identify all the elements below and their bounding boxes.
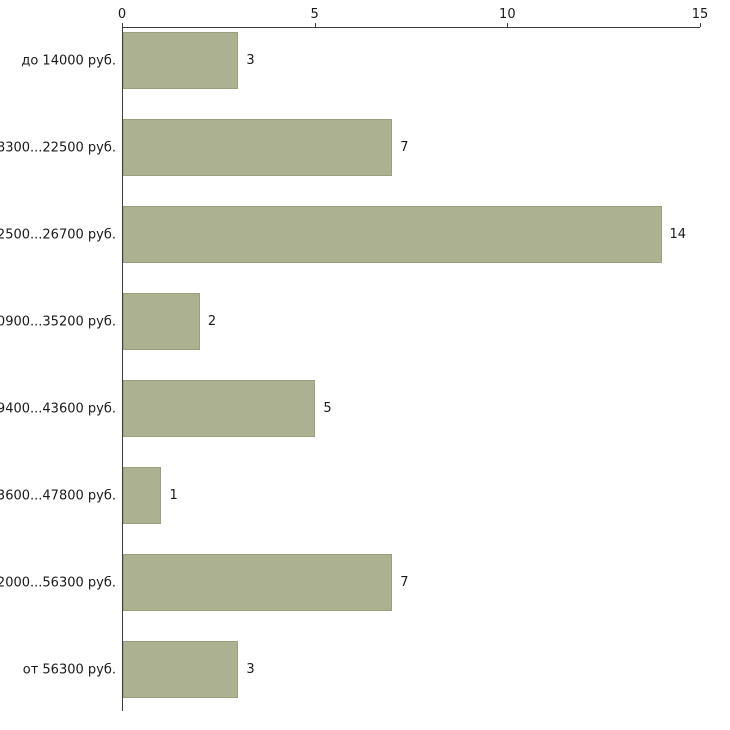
bar-row: 43600...47800 руб. 1 (0, 467, 700, 524)
x-tick-label: 10 (499, 7, 516, 22)
category-label: 39400...43600 руб. (0, 401, 116, 416)
x-tick-mark (700, 23, 701, 27)
value-label: 14 (669, 227, 687, 242)
bar (123, 467, 162, 524)
value-label: 1 (169, 488, 178, 503)
category-label: от 56300 руб. (22, 662, 116, 677)
x-tick-label: 0 (117, 7, 127, 22)
bar-row: 52000...56300 руб. 7 (0, 554, 700, 611)
bar (123, 380, 316, 437)
x-tick-label: 15 (691, 7, 709, 22)
category-label: 43600...47800 руб. (0, 488, 116, 503)
bar-row: 22500...26700 руб. 14 (0, 206, 700, 263)
category-label: до 14000 руб. (21, 53, 116, 68)
bar (123, 206, 662, 263)
value-label: 5 (323, 401, 332, 416)
bar-row: 39400...43600 руб. 5 (0, 380, 700, 437)
bar-row: от 56300 руб. 3 (23, 641, 700, 698)
bar (123, 119, 393, 176)
x-tick-mark (507, 23, 509, 27)
value-label: 3 (246, 662, 255, 677)
value-label: 7 (400, 575, 409, 590)
category-label: 18300...22500 руб. (0, 140, 116, 155)
x-tick-label: 5 (310, 7, 319, 22)
category-label: 52000...56300 руб. (0, 575, 116, 590)
bar (123, 554, 393, 611)
x-tick-mark (314, 23, 316, 27)
value-label: 7 (400, 140, 409, 155)
category-label: 22500...26700 руб. (0, 227, 116, 242)
value-label: 2 (207, 314, 217, 329)
plot-area: до 14000 руб. 3 18300...22500 руб. 7 22500..… (0, 27, 700, 711)
bar (123, 293, 200, 350)
value-label: 3 (246, 53, 255, 68)
x-tick-mark (122, 23, 123, 27)
bar (123, 32, 239, 89)
bar-row: 30900...35200 руб. 2 (0, 293, 700, 350)
bar-row: 18300...22500 руб. 7 (0, 119, 700, 176)
x-axis: 0 5 10 15 (0, 0, 730, 27)
bar-row: до 14000 руб. 3 (21, 32, 700, 89)
category-label: 30900...35200 руб. (0, 314, 116, 329)
bar (123, 641, 239, 698)
